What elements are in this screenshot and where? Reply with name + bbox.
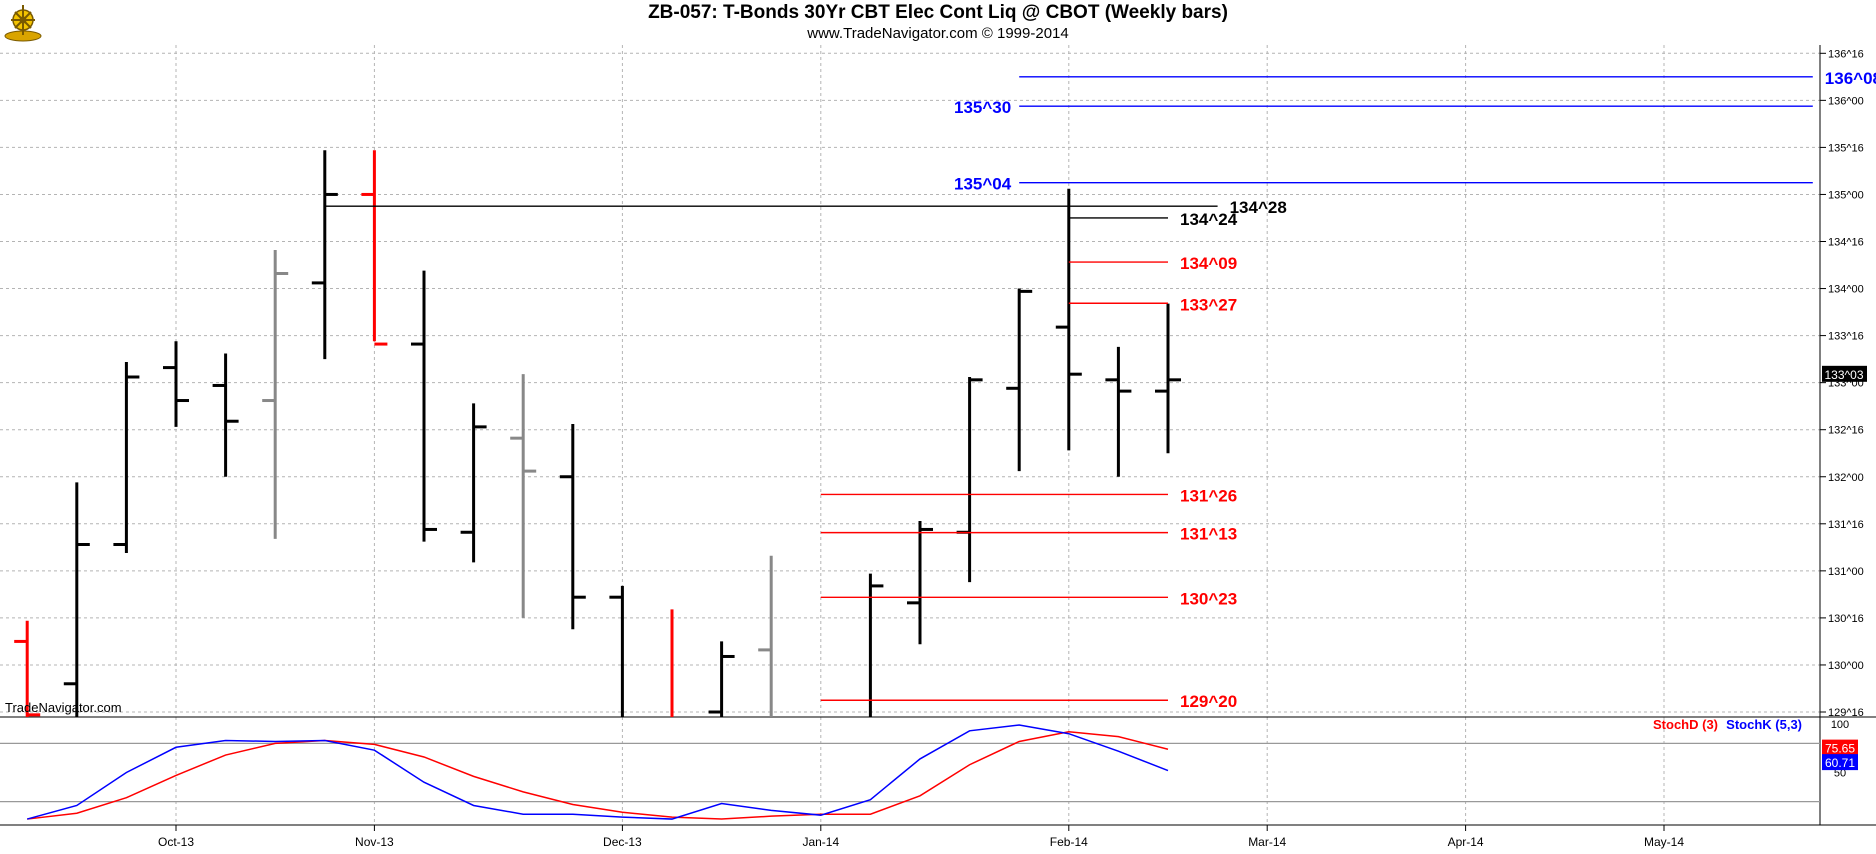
- ohlc-bar: [609, 585, 624, 717]
- watermark: TradeNavigator.com: [5, 700, 122, 715]
- price-level-label: 131^26: [1180, 486, 1237, 505]
- price-tick-label: 134^16: [1828, 237, 1864, 249]
- legend-stochk: StochK (5,3): [1726, 717, 1802, 732]
- time-tick-label: Dec-13: [603, 835, 642, 849]
- last-price-tag: [1822, 365, 1867, 382]
- stoch-tick-label: 100: [1831, 719, 1849, 731]
- time-tick-label: Jan-14: [802, 835, 839, 849]
- time-tick-label: Nov-13: [355, 835, 394, 849]
- ohlc-bar: [361, 150, 388, 346]
- price-tick-label: 134^00: [1828, 284, 1864, 296]
- ohlc-bar: [212, 353, 239, 477]
- price-tick-label: 129^16: [1828, 707, 1864, 719]
- ohlc-bar: [510, 374, 537, 618]
- price-tick-label: 136^00: [1828, 95, 1864, 107]
- trade-navigator-logo: [4, 5, 42, 42]
- ohlc-bar: [113, 361, 140, 553]
- price-tick-label: 130^16: [1828, 613, 1864, 625]
- price-level-label: 130^23: [1180, 589, 1237, 608]
- price-tick-label: 136^16: [1828, 48, 1864, 60]
- time-tick-label: Feb-14: [1050, 835, 1088, 849]
- ohlc-bar: [907, 520, 933, 645]
- price-tick-label: 131^16: [1828, 519, 1864, 531]
- stoch-value-tag: [1822, 754, 1858, 771]
- time-tick-label: Apr-14: [1448, 835, 1484, 849]
- ohlc-bar: [708, 641, 735, 717]
- ohlc-bar: [758, 555, 773, 717]
- ohlc-bar: [1105, 346, 1132, 477]
- chart-subtitle: www.TradeNavigator.com © 1999-2014: [807, 25, 1069, 42]
- ohlc-bar: [1155, 303, 1181, 454]
- stoch-series-line: [27, 731, 1169, 820]
- ohlc-bar: [1006, 288, 1033, 472]
- price-tick-label: 131^00: [1828, 566, 1864, 578]
- legend-stochd: StochD (3): [1653, 717, 1718, 732]
- price-tick-label: 135^00: [1828, 189, 1864, 201]
- plot-background: [0, 45, 1820, 825]
- price-tick-label: 132^16: [1828, 425, 1864, 437]
- ohlc-bar: [63, 482, 90, 717]
- time-tick-label: Oct-13: [158, 835, 194, 849]
- ohlc-bar: [14, 620, 41, 717]
- ohlc-bar: [311, 150, 338, 360]
- chart-title: ZB-057: T-Bonds 30Yr CBT Elec Cont Liq @…: [648, 2, 1228, 23]
- price-tick-label: 130^00: [1828, 660, 1864, 672]
- price-level-label: 134^09: [1180, 254, 1237, 273]
- stoch-value-label: 75.65: [1825, 742, 1855, 756]
- price-tick-label: 133^16: [1828, 331, 1864, 343]
- price-level-label: 135^04: [954, 175, 1012, 194]
- ohlc-bar: [163, 341, 189, 427]
- price-level-label: 134^24: [1180, 210, 1238, 229]
- price-level-label: 135^30: [954, 98, 1011, 117]
- ohlc-bar: [411, 270, 437, 542]
- time-tick-label: May-14: [1644, 835, 1684, 849]
- price-tick-label: 132^00: [1828, 472, 1864, 484]
- ohlc-bar: [1055, 188, 1082, 451]
- stoch-series-line: [27, 724, 1169, 820]
- ohlc-bar: [460, 403, 487, 563]
- price-level-label: 133^27: [1180, 295, 1237, 314]
- time-tick-label: Mar-14: [1248, 835, 1286, 849]
- price-level-label: 136^08: [1825, 69, 1876, 88]
- price-level-label: 134^28: [1230, 198, 1287, 217]
- axis-background: [1820, 45, 1876, 854]
- stoch-value-label: 60.71: [1825, 756, 1855, 770]
- stoch-value-tag: [1822, 739, 1858, 756]
- last-price-label: 133^03: [1825, 368, 1864, 382]
- ohlc-bar: [262, 249, 289, 539]
- price-tick-label: 135^16: [1828, 142, 1864, 154]
- stoch-tick-label: 50: [1834, 768, 1846, 780]
- ohlc-bar: [559, 424, 586, 630]
- price-level-label: 129^20: [1180, 692, 1237, 711]
- price-level-label: 131^13: [1180, 525, 1237, 544]
